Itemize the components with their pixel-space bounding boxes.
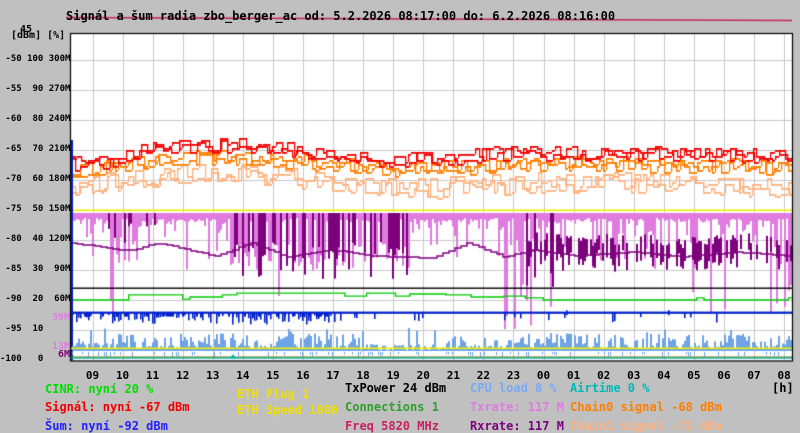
x-axis-hour-label: 20 — [416, 369, 430, 382]
legend-item: CINR: nyní 20 % — [45, 382, 154, 396]
legend-item: [h] — [772, 381, 794, 395]
x-axis-hour-label: 09 — [85, 369, 100, 382]
x-axis-hour-label: 15 — [266, 369, 280, 382]
y-axis-row: -100 0 — [0, 354, 71, 364]
legend-item: Freq 5820 MHz — [345, 419, 439, 433]
legend-item: CPU load 8 % — [470, 381, 557, 395]
x-axis-hour-label: 07 — [747, 369, 761, 382]
x-axis-hour-label: 01 — [566, 369, 581, 382]
legend-item: Šum: nyní -92 dBm — [45, 419, 168, 433]
x-axis-hour-label: 02 — [597, 369, 611, 382]
y-axis-row: -75 50 150M — [0, 204, 71, 214]
legend-item: Signál: nyní -67 dBm — [45, 400, 190, 414]
x-axis-hour-label: 19 — [386, 369, 400, 382]
legend-item: TxPower 24 dBm — [345, 381, 447, 395]
chart-title: Signál a šum radia zbo_berger_ac od: 5.2… — [66, 9, 616, 23]
legend-item: ETH Speed 1000 — [237, 403, 339, 417]
y-axis-row: -60 80 240M — [0, 114, 71, 124]
x-axis-hour-label: 18 — [356, 369, 370, 382]
x-axis-hour-label: 05 — [687, 369, 701, 382]
legend-item: Chain0 signal -68 dBm — [570, 400, 722, 414]
legend-item: Airtime 0 % — [570, 381, 650, 395]
axis-top-label: 45 — [20, 24, 33, 35]
x-axis-hour-label: 03 — [627, 369, 641, 382]
legend-item: Connections 1 — [345, 400, 439, 414]
legend-item: Chain1 signal -72 dBm — [570, 419, 722, 433]
x-axis-hour-label: 13 — [206, 369, 220, 382]
x-axis-hour-label: 21 — [446, 369, 460, 382]
x-axis-hour-label: 11 — [146, 369, 160, 382]
x-axis-hour-label: 06 — [717, 369, 731, 382]
x-axis-hour-label: 04 — [657, 369, 671, 382]
x-axis-hour-label: 00 — [536, 369, 551, 382]
axis-unit-header: [dBm] [%] — [11, 30, 66, 41]
y-axis-rate-label: 13M — [51, 341, 70, 352]
legend-item: ETH Plug 1 — [237, 387, 310, 401]
x-axis-hour-label: 10 — [115, 369, 130, 382]
y-axis-row: -65 70 210M — [0, 144, 71, 154]
x-axis-hour-label: 08 — [777, 369, 791, 382]
x-axis-hour-label: 23 — [506, 369, 521, 382]
x-axis-hour-label: 14 — [236, 369, 250, 382]
y-axis-row: -95 10 — [0, 324, 71, 334]
legend-item: Rxrate: 117 M — [470, 419, 564, 433]
y-axis-row: -50 100 300M — [0, 54, 71, 64]
y-axis-row: -90 20 60M — [0, 294, 71, 304]
y-axis-rate-label: 39M — [51, 312, 70, 323]
legend-item: Txrate: 117 M — [470, 400, 564, 414]
y-axis-row: -55 90 270M — [0, 84, 71, 94]
x-axis-hour-label: 22 — [476, 369, 491, 382]
y-axis-rate-label: 6M — [57, 349, 70, 360]
y-axis-row: -80 40 120M — [0, 234, 71, 244]
x-axis-hour-label: 17 — [326, 369, 340, 382]
x-axis-hour-label: 12 — [176, 369, 190, 382]
y-axis-row: -70 60 180M — [0, 174, 71, 184]
y-axis-row: -85 30 90M — [0, 264, 71, 274]
x-axis-hour-label: 16 — [296, 369, 310, 382]
